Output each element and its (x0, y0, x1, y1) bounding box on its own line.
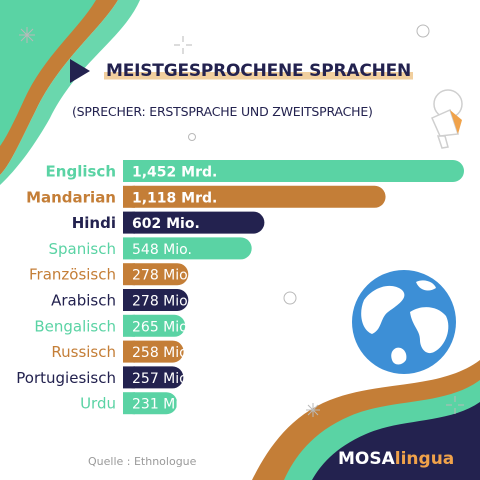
value-label: 265 Mio. (132, 319, 192, 335)
value-label: 278 Mio. (132, 294, 192, 310)
bar-square-end (123, 263, 135, 286)
megaphone-icon (431, 89, 463, 149)
bar (123, 340, 184, 363)
play-triangle-icon (70, 59, 90, 83)
bar (123, 185, 386, 208)
category-label: Hindi (72, 214, 116, 232)
crosshair-icon (446, 396, 464, 414)
category-label: Bengalisch (34, 317, 116, 335)
bar (123, 314, 186, 337)
circle-icon (416, 24, 430, 38)
value-label: 231 Mio. (132, 397, 192, 413)
value-label: 1,118 Mrd. (132, 190, 217, 206)
bar (123, 211, 265, 234)
category-label: Englisch (46, 163, 116, 181)
crosshair-icon (174, 36, 192, 54)
bar (123, 289, 189, 311)
bar-square-end (123, 211, 135, 234)
bar (123, 392, 178, 415)
bar-square-end (123, 314, 135, 337)
circle-icon (283, 291, 297, 305)
value-label: 258 Mio (132, 345, 188, 361)
value-label: 548 Mio. (132, 242, 192, 258)
circle-icon (188, 133, 196, 141)
value-label: 1,452 Mrd. (132, 165, 217, 181)
bar-square-end (123, 185, 135, 208)
category-label: Urdu (80, 395, 116, 413)
value-label: 602 Mio. (132, 216, 200, 232)
category-label: Arabisch (51, 292, 116, 310)
globe-icon (352, 270, 456, 374)
bar-square-end (123, 289, 135, 311)
title-block: MEISTGESPROCHENE SPRACHEN (70, 56, 414, 86)
logo-part-white: MOSA (338, 449, 395, 469)
category-label: Russisch (51, 343, 116, 361)
bar (123, 160, 464, 182)
bar-square-end (123, 392, 135, 415)
value-label: 257 Mio. (132, 371, 192, 387)
value-label: 278 Mio. (132, 268, 192, 284)
category-label: Französisch (29, 266, 116, 284)
brand-logo: MOSAlingua (338, 449, 454, 469)
top-swoosh-edge (0, 0, 140, 185)
sparkle-icon (19, 27, 35, 43)
chart-subtitle: (SPRECHER: ERSTSPRACHE UND ZWEITSPRACHE) (72, 104, 373, 119)
bar-square-end (123, 340, 135, 363)
category-label: Mandarian (26, 188, 116, 206)
bottom-swoosh-navy (312, 402, 480, 480)
bar (123, 366, 184, 389)
source-note: Quelle : Ethnologue (88, 455, 197, 468)
logo-part-orange: lingua (394, 449, 455, 469)
bar (123, 263, 189, 286)
bar-square-end (123, 366, 135, 389)
top-swoosh-mint (0, 0, 96, 146)
bar-square-end (123, 160, 135, 182)
category-label: Spanisch (49, 240, 116, 258)
bar (123, 237, 252, 260)
category-label: Portugiesisch (16, 369, 116, 387)
chart-title: MEISTGESPROCHENE SPRACHEN (104, 61, 414, 81)
bar-square-end (123, 237, 135, 260)
sparkle-icon (306, 403, 320, 417)
